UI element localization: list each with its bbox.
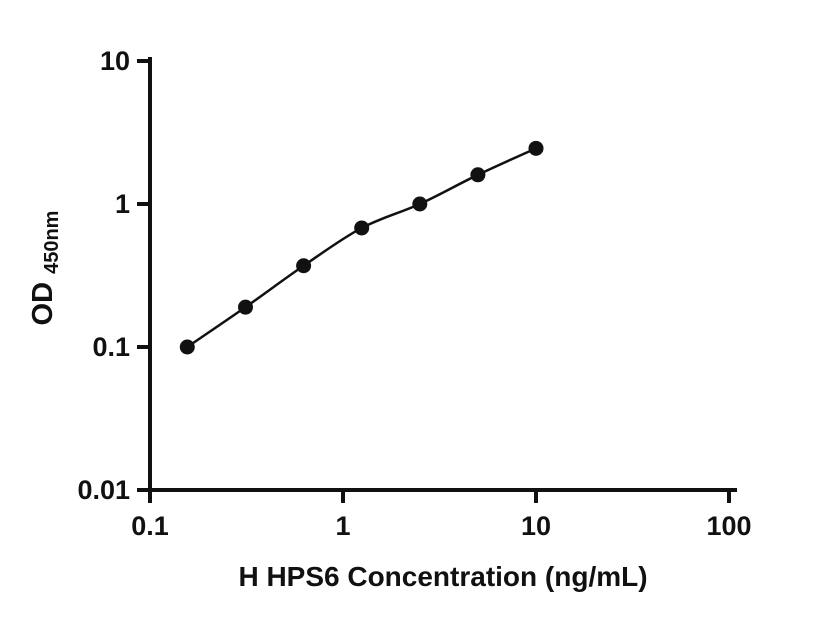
axis-ticks	[137, 59, 731, 503]
x-axis-label: H HPS6 Concentration (ng/mL)	[238, 561, 647, 592]
axes	[148, 57, 737, 492]
x-tick-label: 100	[706, 511, 751, 541]
y-tick-label: 10	[100, 46, 130, 76]
y-axis-label: OD 450nm	[27, 211, 63, 326]
y-tick-label: 1	[115, 189, 130, 219]
y-axis-label-main: OD	[27, 282, 59, 326]
data-point-marker	[528, 140, 544, 156]
y-tick-label: 0.1	[92, 332, 130, 362]
data-series	[179, 140, 544, 355]
data-point-marker	[354, 220, 370, 236]
data-point-marker	[412, 196, 428, 212]
data-point-marker	[470, 167, 486, 183]
x-tick-label: 1	[335, 511, 350, 541]
y-tick-label: 0.01	[77, 475, 130, 505]
data-point-marker	[179, 339, 195, 355]
data-point-marker	[296, 258, 312, 274]
x-tick-label: 0.1	[131, 511, 169, 541]
data-point-marker	[238, 299, 254, 315]
x-tick-label: 10	[521, 511, 551, 541]
y-axis-label-subscript: 450nm	[41, 211, 63, 274]
